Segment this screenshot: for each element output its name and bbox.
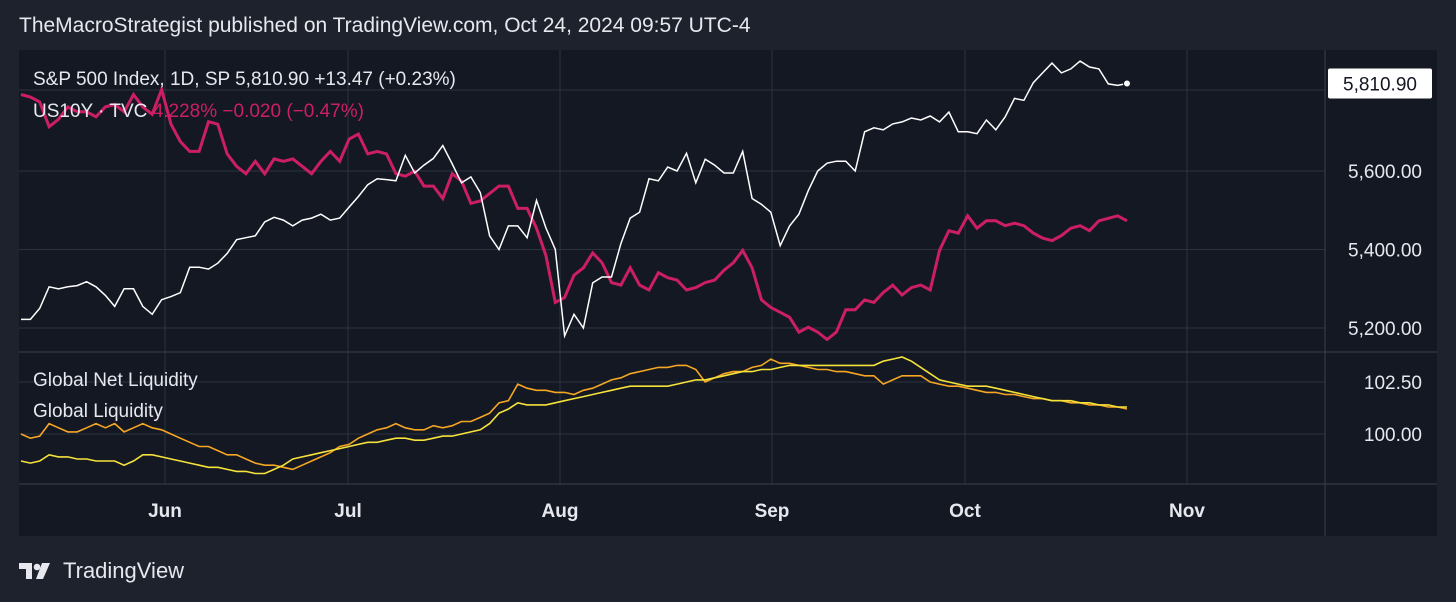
tradingview-brand: TradingView — [63, 558, 185, 583]
time-axis-label-aug: Aug — [542, 501, 579, 522]
series-global-liquidity-line[interactable] — [20, 356, 1127, 475]
last-price-tag[interactable] — [1328, 68, 1432, 99]
lower-axis-tick-0: 102.50 — [1364, 373, 1422, 394]
time-axis-label-jun: Jun — [148, 501, 182, 522]
legend-us10y-values: 4.228% −0.020 (−0.47%) — [152, 101, 364, 122]
publisher-line: TheMacroStrategist published on TradingV… — [19, 14, 751, 37]
legend-global-net-liquidity: Global Net Liquidity — [33, 370, 198, 391]
price-axis-tick-1: 5,400.00 — [1348, 241, 1422, 262]
series-spx-line[interactable] — [21, 60, 1128, 339]
last-price-tag-label: 5,810.90 — [1343, 74, 1417, 95]
legend-global-liquidity: Global Liquidity — [33, 401, 163, 422]
legend-spx: S&P 500 Index, 1D, SP 5,810.90 +13.47 (+… — [33, 69, 456, 90]
time-axis-label-sep: Sep — [755, 501, 790, 522]
time-axis-label-jul: Jul — [334, 501, 361, 522]
chart-container[interactable]: 5,200.00 5,400.00 5,600.00 102.50 100.00 5,81… — [19, 50, 1437, 536]
time-axis-label-oct: Oct — [949, 501, 981, 522]
spx-last-point-marker[interactable] — [1123, 79, 1131, 88]
price-axis-tick-2: 5,600.00 — [1348, 162, 1422, 183]
lower-axis-tick-1: 100.00 — [1364, 425, 1422, 446]
series-global-net-liquidity-line[interactable] — [20, 358, 1128, 471]
price-axis-tick-0: 5,200.00 — [1348, 319, 1422, 340]
tradingview-icon — [19, 563, 50, 579]
chart-svg[interactable]: 5,200.00 5,400.00 5,600.00 102.50 100.00 5,81… — [19, 50, 1437, 536]
legend-us10y-name: US10Y · TVC — [33, 101, 148, 122]
tradingview-logo[interactable]: TradingView — [19, 558, 184, 584]
legend-us10y: US10Y · TVC 4.228% −0.020 (−0.47%) — [33, 101, 364, 123]
series-us10y-line[interactable] — [20, 84, 1128, 342]
time-axis-label-nov: Nov — [1169, 501, 1205, 522]
